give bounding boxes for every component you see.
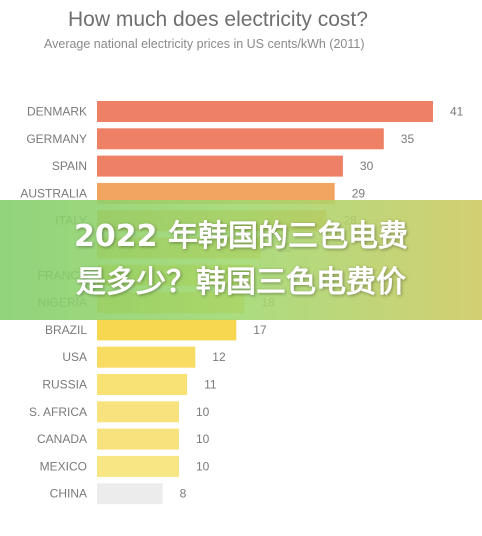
category-label: DENMARK xyxy=(27,105,87,119)
value-label: 8 xyxy=(180,487,187,501)
category-label: CHINA xyxy=(50,487,87,501)
category-label: MEXICO xyxy=(40,459,87,473)
bar-spain xyxy=(97,155,343,177)
category-label: GERMANY xyxy=(26,132,87,146)
category-label: S. AFRICA xyxy=(29,405,87,419)
chart-subtitle: Average national electricity prices in U… xyxy=(44,37,365,51)
bar-china xyxy=(97,483,163,505)
value-label: 10 xyxy=(196,459,210,473)
bar-s-africa xyxy=(97,401,179,423)
category-label: CANADA xyxy=(37,432,87,446)
bar-usa xyxy=(97,346,196,368)
overlay-line-2: 是多少？韩国三色电费价 xyxy=(76,265,406,300)
value-label: 10 xyxy=(196,432,210,446)
category-label: BRAZIL xyxy=(45,323,87,337)
category-label: USA xyxy=(62,350,87,364)
overlay-banner: 2022 年韩国的三色电费 是多少？韩国三色电费价 xyxy=(0,200,482,320)
bar-brazil xyxy=(97,319,237,341)
value-label: 35 xyxy=(401,132,415,146)
overlay-line-1: 2022 年韩国的三色电费 xyxy=(74,219,408,254)
value-label: 41 xyxy=(450,105,464,119)
value-label: 12 xyxy=(212,350,226,364)
category-label: SPAIN xyxy=(52,159,87,173)
bar-australia xyxy=(97,182,335,204)
chart-title: How much does electricity cost? xyxy=(68,8,368,31)
bar-canada xyxy=(97,428,179,450)
category-label: AUSTRALIA xyxy=(20,186,87,200)
bar-mexico xyxy=(97,455,179,477)
value-label: 10 xyxy=(196,405,210,419)
value-label: 11 xyxy=(204,378,217,392)
bar-denmark xyxy=(97,101,433,122)
bar-russia xyxy=(97,374,188,395)
bar-germany xyxy=(97,128,384,150)
value-label: 30 xyxy=(360,159,374,173)
value-label: 17 xyxy=(253,323,267,337)
category-label: RUSSIA xyxy=(42,378,87,392)
value-label: 29 xyxy=(352,186,366,200)
